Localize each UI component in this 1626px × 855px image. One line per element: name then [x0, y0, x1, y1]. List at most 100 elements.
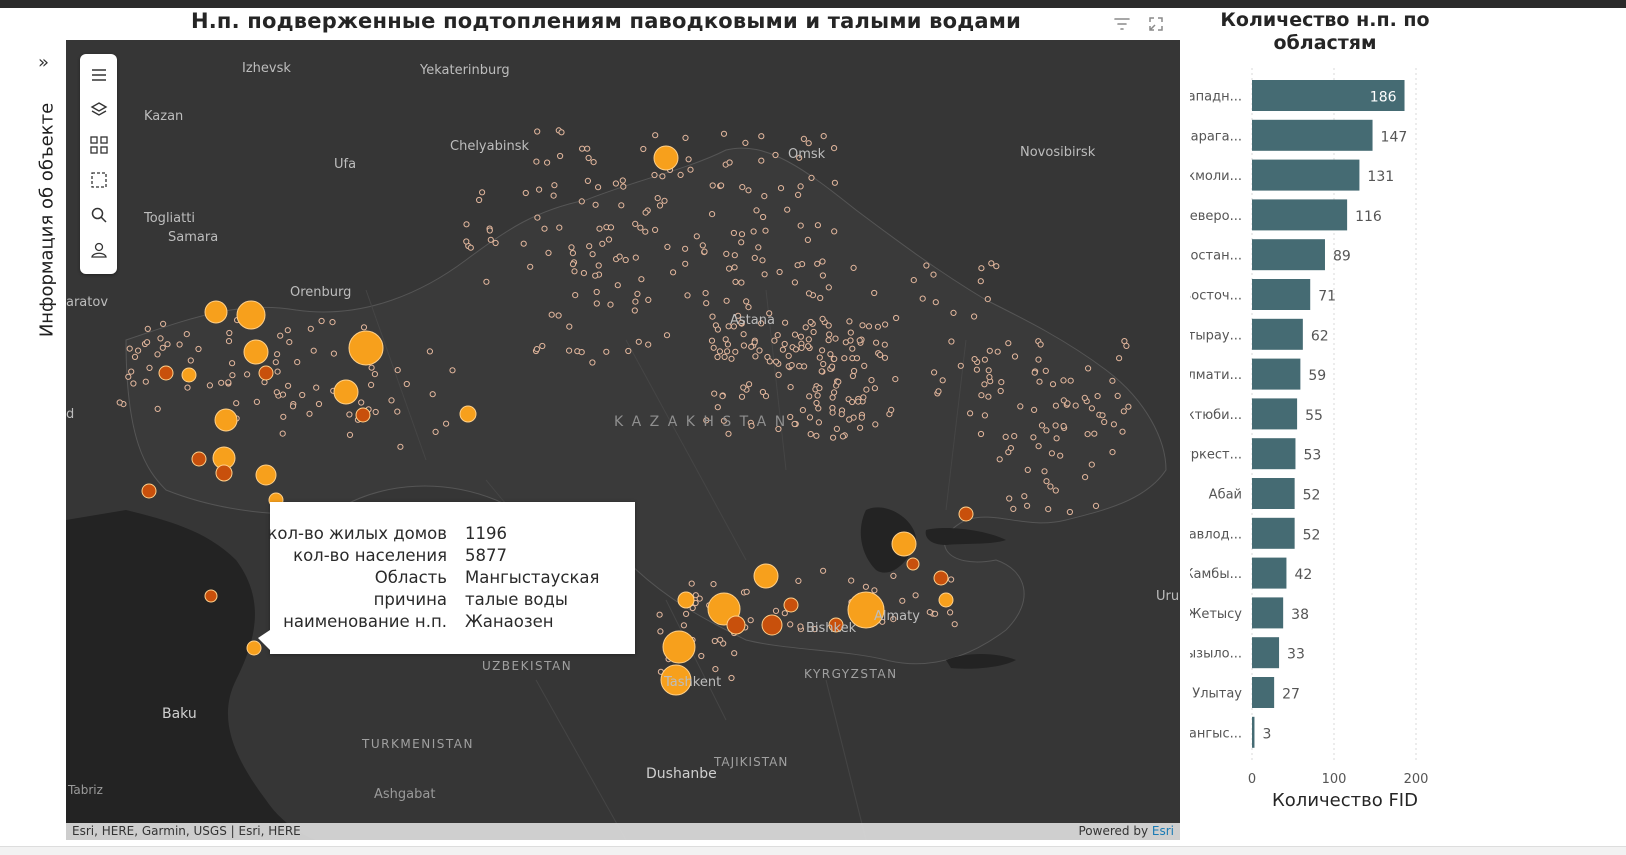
settlement-marker[interactable]: [394, 367, 401, 374]
settlement-marker[interactable]: [862, 583, 870, 590]
settlement-marker[interactable]: [856, 337, 863, 344]
settlement-marker[interactable]: [947, 609, 954, 616]
settlement-marker[interactable]: [1109, 377, 1116, 384]
settlement-marker-large[interactable]: [333, 379, 359, 405]
settlement-marker[interactable]: [544, 159, 551, 166]
settlement-marker-large[interactable]: [158, 365, 174, 381]
settlement-marker[interactable]: [225, 338, 233, 345]
settlement-marker[interactable]: [618, 202, 625, 209]
settlement-marker[interactable]: [814, 392, 821, 399]
settlement-marker[interactable]: [831, 355, 838, 362]
settlement-marker[interactable]: [693, 233, 700, 240]
settlement-marker[interactable]: [871, 289, 878, 297]
settlement-marker[interactable]: [566, 323, 573, 330]
settlement-marker[interactable]: [831, 389, 838, 396]
settlement-marker[interactable]: [797, 333, 805, 340]
settlement-marker[interactable]: [746, 381, 753, 388]
settlement-marker[interactable]: [726, 159, 733, 166]
chart-bar[interactable]: [1252, 199, 1348, 231]
settlement-marker[interactable]: [820, 360, 827, 368]
settlement-marker[interactable]: [759, 388, 767, 396]
chart-bar[interactable]: [1252, 438, 1296, 470]
settlement-marker[interactable]: [183, 331, 190, 338]
chart-bar[interactable]: [1252, 478, 1295, 509]
settlement-marker[interactable]: [760, 213, 767, 221]
settlement-marker[interactable]: [807, 431, 814, 438]
settlement-marker[interactable]: [126, 345, 133, 352]
settlement-marker[interactable]: [732, 348, 739, 355]
settlement-marker[interactable]: [816, 354, 823, 361]
settlement-marker[interactable]: [806, 414, 814, 421]
settlement-marker[interactable]: [985, 367, 992, 374]
settlement-marker[interactable]: [988, 260, 995, 267]
settlement-marker[interactable]: [699, 242, 706, 249]
settlement-marker[interactable]: [642, 228, 649, 235]
settlement-marker[interactable]: [579, 145, 586, 152]
settlement-marker[interactable]: [722, 336, 729, 343]
settlement-marker[interactable]: [1041, 468, 1048, 475]
settlement-marker[interactable]: [187, 357, 194, 364]
settlement-marker[interactable]: [728, 674, 735, 682]
settlement-marker[interactable]: [738, 231, 746, 238]
settlement-marker[interactable]: [244, 371, 251, 378]
settlement-marker[interactable]: [877, 351, 884, 358]
settlement-marker[interactable]: [463, 238, 470, 245]
settlement-marker[interactable]: [881, 354, 889, 361]
settlement-marker[interactable]: [800, 135, 808, 143]
settlement-marker[interactable]: [593, 288, 600, 296]
settlement-marker[interactable]: [851, 367, 858, 375]
settlement-marker[interactable]: [253, 398, 260, 405]
settlement-marker[interactable]: [868, 377, 875, 384]
settlement-marker[interactable]: [620, 183, 627, 190]
settlement-marker[interactable]: [787, 621, 794, 628]
settlement-marker[interactable]: [229, 360, 236, 367]
settlement-marker[interactable]: [710, 344, 717, 351]
settlement-marker[interactable]: [882, 321, 889, 328]
settlement-marker[interactable]: [782, 319, 789, 326]
settlement-marker[interactable]: [717, 636, 724, 643]
settlement-marker[interactable]: [805, 336, 812, 343]
settlement-marker[interactable]: [714, 326, 722, 333]
settlement-marker[interactable]: [835, 378, 842, 385]
settlement-marker-large[interactable]: [761, 614, 783, 636]
settlement-marker[interactable]: [279, 430, 286, 437]
settlement-marker[interactable]: [725, 430, 732, 437]
settlement-marker[interactable]: [721, 353, 728, 360]
settlement-marker-large[interactable]: [204, 300, 228, 324]
settlement-marker[interactable]: [825, 337, 832, 344]
settlement-marker[interactable]: [977, 430, 985, 438]
settlement-marker[interactable]: [1081, 394, 1088, 401]
settlement-marker[interactable]: [993, 263, 1000, 270]
settlement-marker-large[interactable]: [258, 365, 274, 381]
settlement-marker[interactable]: [656, 202, 664, 209]
user-icon[interactable]: [84, 235, 113, 264]
qr-code-icon[interactable]: [84, 130, 113, 159]
settlement-marker[interactable]: [1088, 405, 1096, 412]
settlement-marker[interactable]: [1085, 365, 1092, 372]
settlement-marker-large[interactable]: [783, 597, 799, 613]
settlement-marker[interactable]: [832, 335, 839, 342]
settlement-marker[interactable]: [932, 299, 939, 306]
settlement-marker[interactable]: [534, 214, 541, 221]
settlement-marker[interactable]: [858, 414, 865, 421]
settlement-marker[interactable]: [657, 628, 664, 635]
settlement-marker[interactable]: [289, 403, 297, 410]
settlement-marker[interactable]: [791, 279, 799, 286]
settlement-marker[interactable]: [818, 368, 825, 375]
settlement-marker[interactable]: [994, 348, 1001, 355]
settlement-marker[interactable]: [820, 133, 827, 140]
settlement-marker[interactable]: [128, 368, 135, 375]
settlement-marker[interactable]: [144, 339, 151, 346]
settlement-marker[interactable]: [566, 347, 573, 354]
settlement-marker[interactable]: [981, 381, 988, 388]
settlement-marker[interactable]: [771, 337, 778, 344]
settlement-marker[interactable]: [522, 189, 529, 197]
settlement-marker[interactable]: [814, 260, 821, 267]
settlement-marker[interactable]: [580, 270, 588, 277]
settlement-marker[interactable]: [703, 300, 710, 307]
settlement-marker[interactable]: [881, 341, 888, 348]
settlement-marker[interactable]: [1045, 506, 1052, 513]
settlement-marker[interactable]: [1101, 418, 1108, 426]
settlement-marker[interactable]: [1042, 367, 1049, 374]
info-side-panel[interactable]: » Информация об объекте: [30, 40, 64, 840]
